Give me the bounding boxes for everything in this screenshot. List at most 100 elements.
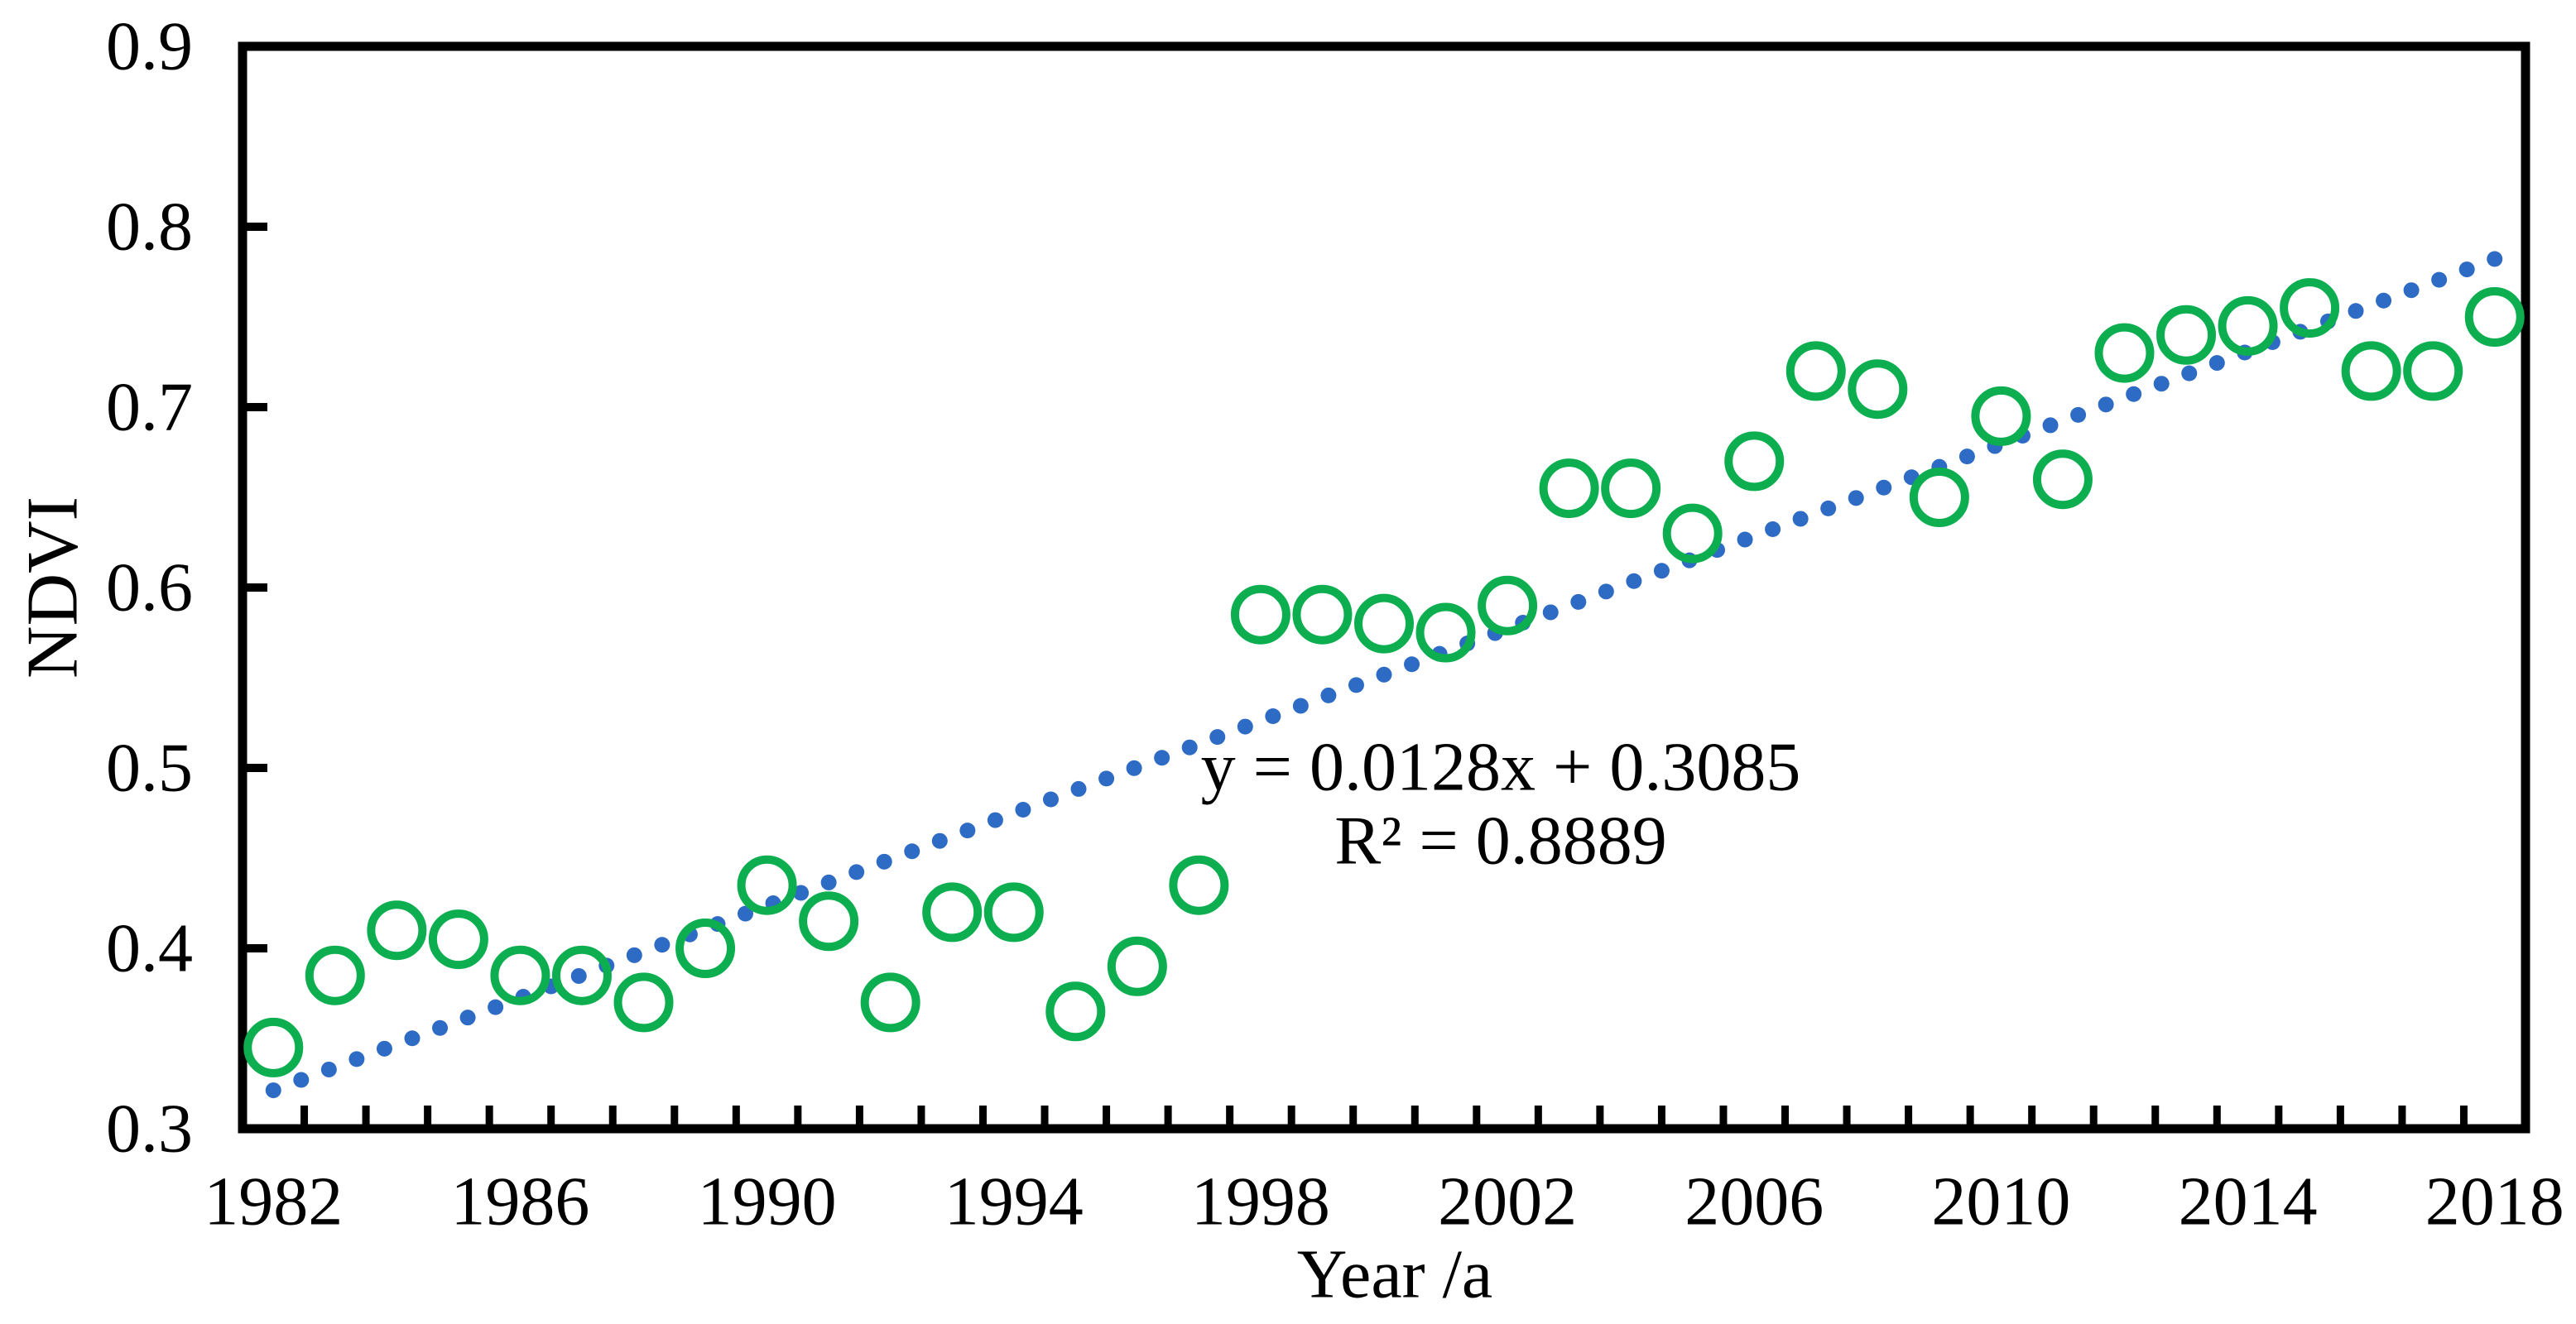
trendline-dot [1848, 490, 1864, 506]
trendline-dot [2098, 396, 2114, 413]
trendline-equation-label: y = 0.0128x + 0.3085 [1201, 729, 1801, 806]
data-point-2001 [1415, 602, 1476, 663]
y-tick-label-0.9: 0.9 [106, 8, 193, 85]
x-tick-label-2018: 2018 [2425, 1163, 2564, 1240]
trendline-dot [2348, 303, 2364, 319]
plot-border [238, 41, 2530, 1134]
x-tick-label-2006: 2006 [1684, 1163, 1824, 1240]
data-point-2003 [1539, 458, 1599, 519]
trendline-dot [265, 1082, 281, 1099]
data-point-1992 [860, 972, 920, 1033]
trendline-dot [1404, 656, 1420, 673]
x-tick-label-2002: 2002 [1438, 1163, 1577, 1240]
trendline-dot [1292, 698, 1309, 714]
data-point-2011 [2032, 449, 2093, 510]
y-axis-tick-labels: 0.3 0.4 0.5 0.6 0.7 0.8 0.9 [106, 8, 193, 1168]
trendline-dot [1626, 573, 1642, 589]
trendline-dot [1820, 500, 1837, 516]
data-point-2014 [2218, 295, 2278, 356]
data-point-2006 [1724, 431, 1785, 492]
y-tick-label-0.3: 0.3 [106, 1091, 193, 1168]
trendline-dot [1876, 479, 1892, 496]
trendline-dot [376, 1040, 392, 1057]
y-tick-label-0.5: 0.5 [106, 730, 193, 807]
data-point-1982 [243, 1017, 304, 1077]
data-point-1989 [675, 919, 736, 978]
data-point-2004 [1601, 458, 1661, 519]
trendline-dot [2153, 376, 2170, 392]
data-point-1991 [799, 891, 859, 952]
x-tick-label-1994: 1994 [944, 1163, 1084, 1240]
trendline-dot [1765, 520, 1781, 537]
trendline-dot [2431, 271, 2448, 288]
data-point-1987 [551, 945, 612, 1005]
trendline-dot [488, 999, 504, 1015]
scatter-points [243, 278, 2525, 1077]
trendline-dot [404, 1030, 421, 1047]
trendline-dot [459, 1010, 476, 1026]
trendline-dot [738, 905, 754, 922]
data-point-2015 [2280, 278, 2340, 338]
x-axis-ticks [300, 1106, 2468, 1129]
data-point-2010 [1971, 386, 2031, 446]
trendline-dot [2126, 386, 2142, 402]
trendline-dot [1126, 760, 1142, 776]
data-point-1994 [983, 882, 1044, 943]
trendline-dot [320, 1061, 337, 1077]
data-point-1993 [922, 882, 983, 943]
trendline-dot [1265, 708, 1281, 725]
data-point-1986 [490, 945, 550, 1005]
data-point-1985 [428, 909, 488, 970]
trendline-dot [1154, 750, 1170, 766]
trendline-dot [2376, 292, 2392, 309]
trendline-dot [1209, 729, 1226, 746]
data-point-1984 [367, 900, 427, 961]
x-tick-label-1986: 1986 [450, 1163, 589, 1240]
x-tick-label-2014: 2014 [2179, 1163, 2318, 1240]
trendline-dot [1098, 770, 1115, 787]
trendline-dot [876, 853, 892, 870]
data-point-1996 [1107, 936, 1167, 996]
x-axis-title: Year /a [1297, 1236, 1492, 1313]
y-axis-title: NDVI [13, 496, 94, 679]
trendline-dot [2208, 355, 2225, 372]
trendline-dot [1181, 739, 1198, 756]
trendline-dot [793, 885, 810, 901]
trendline-dot [987, 812, 1003, 828]
data-point-2005 [1662, 503, 1723, 564]
trendline-dotted [265, 251, 2503, 1099]
trendline-dot [904, 843, 920, 860]
y-tick-label-0.6: 0.6 [106, 549, 193, 626]
trendline-dot [931, 832, 948, 849]
trendline-dot [1348, 677, 1364, 693]
data-point-1997 [1169, 855, 1229, 915]
trendline-dot [2458, 261, 2475, 278]
y-tick-label-0.7: 0.7 [106, 369, 193, 446]
trendline-dot [848, 864, 865, 880]
data-point-1995 [1045, 981, 1106, 1042]
trendline-dot [1653, 563, 1670, 579]
trendline-dot [1570, 593, 1587, 610]
trendline-dot [2181, 365, 2198, 381]
data-point-2018 [2464, 287, 2525, 347]
trendline-dot [432, 1019, 449, 1036]
data-point-2013 [2156, 305, 2217, 365]
y-axis-ticks [243, 223, 267, 952]
x-tick-label-1998: 1998 [1191, 1163, 1330, 1240]
data-point-1999 [1292, 584, 1353, 645]
trendline-dot [1958, 449, 1975, 465]
data-point-2016 [2341, 341, 2401, 401]
data-point-2017 [2403, 341, 2463, 401]
data-point-2012 [2094, 323, 2155, 383]
trendline-dot [1320, 687, 1337, 703]
trendline-dot [1376, 666, 1392, 683]
x-tick-label-1990: 1990 [698, 1163, 837, 1240]
trendline-dot [1737, 531, 1753, 548]
trendline-dot [959, 823, 976, 839]
data-point-2008 [1848, 359, 1908, 420]
trendline-dot [2487, 251, 2503, 267]
x-axis-tick-labels: 1982 1986 1990 1994 1998 2002 2006 2010 2014 2018 [204, 1163, 2564, 1240]
x-tick-label-1982: 1982 [204, 1163, 343, 1240]
